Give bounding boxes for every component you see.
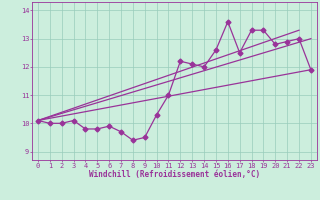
X-axis label: Windchill (Refroidissement éolien,°C): Windchill (Refroidissement éolien,°C): [89, 170, 260, 179]
